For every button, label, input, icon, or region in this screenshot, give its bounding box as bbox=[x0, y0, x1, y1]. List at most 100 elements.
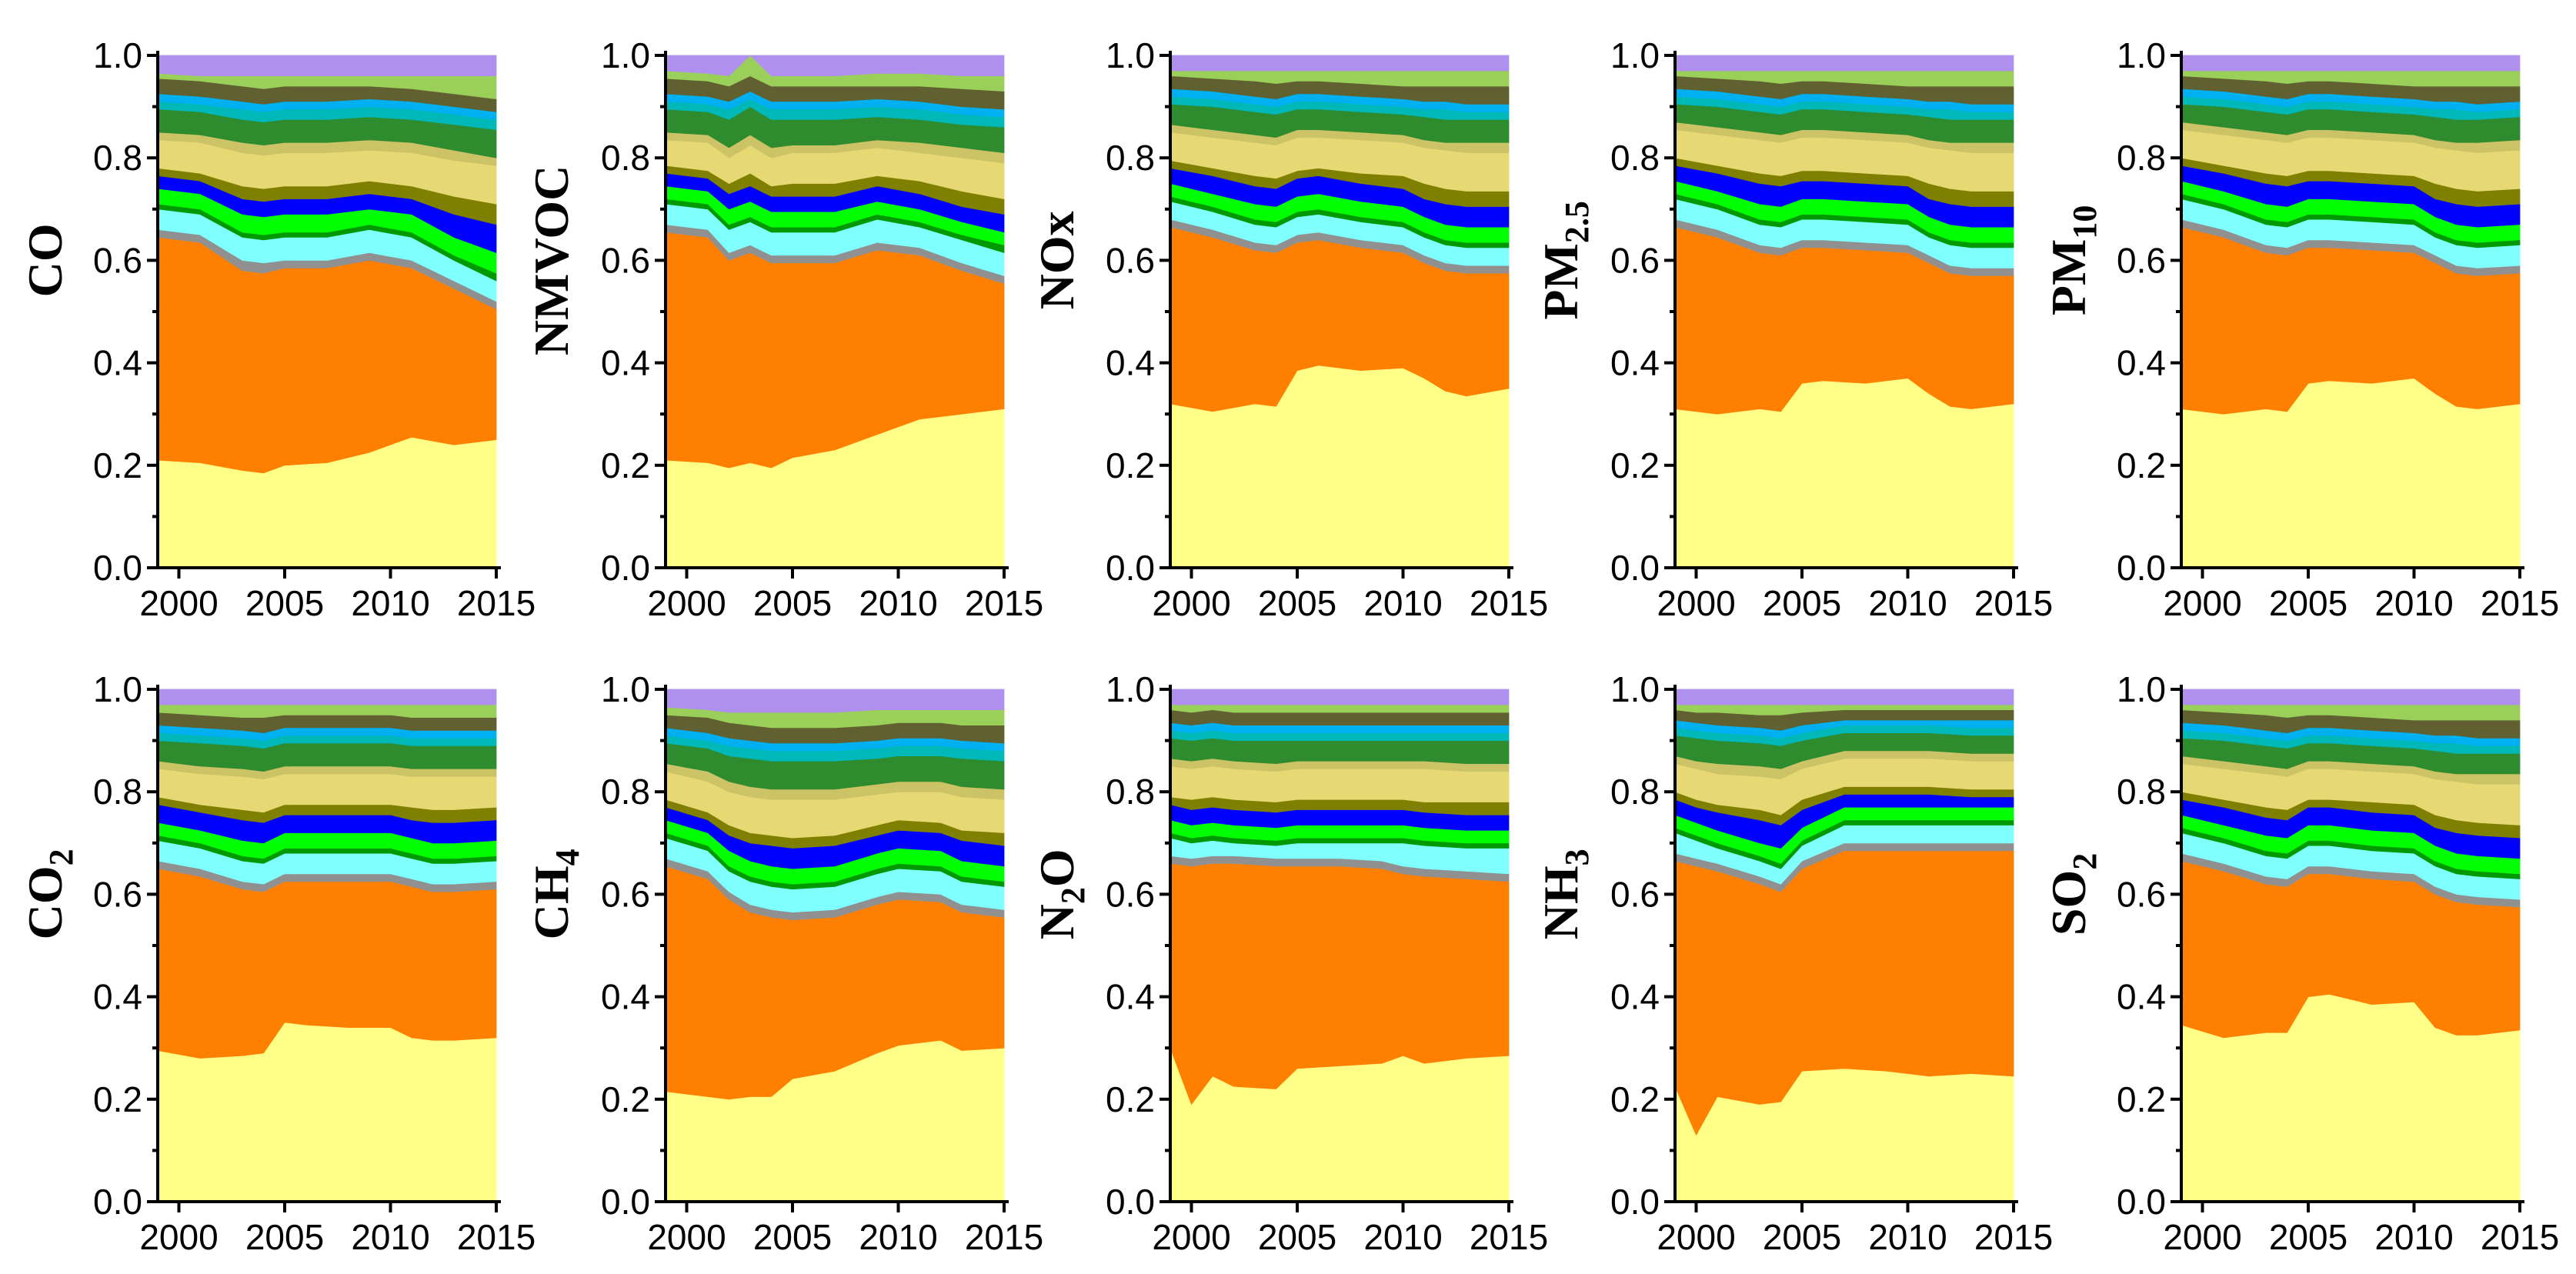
x-tick-label: 2010 bbox=[859, 583, 937, 623]
x-tick-label: 2000 bbox=[1657, 1217, 1735, 1257]
y-tick-label: 1.0 bbox=[93, 669, 142, 709]
y-tick-label: 1.0 bbox=[1610, 35, 1660, 75]
y-tick-label: 0.2 bbox=[1610, 1079, 1660, 1119]
y-tick-label: 0.8 bbox=[1610, 772, 1660, 812]
y-tick-label: 0.8 bbox=[1610, 138, 1660, 178]
area-band-16 bbox=[1170, 689, 1510, 705]
y-tick-label: 0.0 bbox=[1610, 548, 1660, 588]
y-axis-label: PM10 bbox=[2041, 205, 2104, 316]
x-tick-label: 2005 bbox=[2269, 583, 2347, 623]
y-tick-label: 1.0 bbox=[601, 669, 650, 709]
y-tick-label: 0.0 bbox=[1106, 1182, 1155, 1222]
x-tick-label: 2000 bbox=[1657, 583, 1735, 623]
chart-panel-ch4: 0.0 0.2 0.4 0.6 0.8 1.0 2000 2005 2010 2015 CH4 bbox=[524, 669, 1043, 1257]
y-axis-label: CO2 bbox=[18, 849, 80, 939]
x-tick-label: 2015 bbox=[965, 1217, 1043, 1257]
y-tick-label: 0.2 bbox=[1106, 445, 1155, 485]
y-tick-label: 0.2 bbox=[1106, 1079, 1155, 1119]
y-tick-label: 0.0 bbox=[93, 548, 142, 588]
x-tick-label: 2000 bbox=[2163, 583, 2241, 623]
area-band-16 bbox=[157, 55, 497, 76]
y-tick-label: 0.8 bbox=[1106, 138, 1155, 178]
y-tick-label: 0.2 bbox=[601, 1079, 650, 1119]
y-axis-label: NOx bbox=[1029, 211, 1084, 309]
chart-panel-pm10: 0.0 0.2 0.4 0.6 0.8 1.0 2000 2005 2010 2015 PM10 bbox=[2041, 35, 2559, 623]
x-tick-label: 2000 bbox=[1152, 583, 1230, 623]
y-tick-label: 0.2 bbox=[2117, 445, 2166, 485]
x-tick-label: 2010 bbox=[1868, 1217, 1947, 1257]
area-band-11 bbox=[1170, 737, 1510, 765]
x-tick-label: 2015 bbox=[457, 1217, 536, 1257]
x-tick-label: 2000 bbox=[1152, 1217, 1230, 1257]
y-tick-label: 0.8 bbox=[601, 138, 650, 178]
y-tick-label: 0.4 bbox=[93, 977, 142, 1017]
x-tick-label: 2015 bbox=[2481, 1217, 2559, 1257]
x-tick-label: 2005 bbox=[1763, 583, 1841, 623]
x-tick-label: 2005 bbox=[2269, 1217, 2347, 1257]
y-tick-label: 0.4 bbox=[1610, 343, 1660, 383]
area-band-16 bbox=[1674, 55, 2014, 72]
y-tick-label: 0.6 bbox=[2117, 240, 2166, 280]
y-tick-label: 1.0 bbox=[1106, 669, 1155, 709]
y-axis-label: N2O bbox=[1029, 849, 1092, 939]
chart-panel-pm25: 0.0 0.2 0.4 0.6 0.8 1.0 2000 2005 2010 2015 PM2.5 bbox=[1533, 35, 2053, 623]
y-tick-label: 0.0 bbox=[1106, 548, 1155, 588]
y-tick-label: 0.0 bbox=[601, 1182, 650, 1222]
chart-panel-co: 0.0 0.2 0.4 0.6 0.8 1.0 2000 2005 2010 2015 CO bbox=[18, 35, 536, 623]
y-tick-label: 0.6 bbox=[2117, 874, 2166, 914]
y-tick-label: 0.0 bbox=[2117, 548, 2166, 588]
area-band-9 bbox=[1170, 765, 1510, 802]
x-tick-label: 2000 bbox=[2163, 1217, 2241, 1257]
x-tick-label: 2005 bbox=[753, 1217, 832, 1257]
y-tick-label: 0.4 bbox=[1106, 343, 1155, 383]
x-tick-label: 2010 bbox=[1868, 583, 1947, 623]
y-tick-label: 0.2 bbox=[93, 445, 142, 485]
y-tick-label: 0.6 bbox=[601, 874, 650, 914]
x-tick-label: 2005 bbox=[245, 1217, 324, 1257]
chart-panel-co2: 0.0 0.2 0.4 0.6 0.8 1.0 2000 2005 2010 2015 CO2 bbox=[18, 669, 536, 1257]
x-tick-label: 2005 bbox=[1763, 1217, 1841, 1257]
y-tick-label: 0.6 bbox=[1610, 240, 1660, 280]
y-tick-label: 0.2 bbox=[601, 445, 650, 485]
y-tick-label: 0.4 bbox=[2117, 977, 2166, 1017]
x-tick-label: 2010 bbox=[2374, 1217, 2453, 1257]
y-tick-label: 0.0 bbox=[93, 1182, 142, 1222]
y-tick-label: 0.0 bbox=[2117, 1182, 2166, 1222]
y-axis-label: CH4 bbox=[524, 849, 586, 939]
y-tick-label: 0.4 bbox=[601, 977, 650, 1017]
y-axis-label: PM2.5 bbox=[1533, 201, 1596, 320]
y-tick-label: 0.8 bbox=[93, 772, 142, 812]
y-tick-label: 0.8 bbox=[1106, 772, 1155, 812]
x-tick-label: 2015 bbox=[1470, 583, 1548, 623]
y-tick-label: 0.6 bbox=[1610, 874, 1660, 914]
y-tick-label: 0.4 bbox=[2117, 343, 2166, 383]
area-band-16 bbox=[2181, 55, 2521, 72]
y-tick-label: 0.4 bbox=[601, 343, 650, 383]
area-band-16 bbox=[665, 689, 1005, 713]
x-tick-label: 2015 bbox=[1974, 1217, 2053, 1257]
x-tick-label: 2010 bbox=[351, 1217, 429, 1257]
y-tick-label: 0.8 bbox=[2117, 772, 2166, 812]
x-tick-label: 2015 bbox=[1974, 583, 2053, 623]
x-tick-label: 2010 bbox=[1363, 583, 1442, 623]
y-tick-label: 0.6 bbox=[1106, 240, 1155, 280]
y-axis-label: NH3 bbox=[1533, 849, 1596, 939]
x-tick-label: 2015 bbox=[2481, 583, 2559, 623]
area-band-16 bbox=[1674, 689, 2014, 705]
y-tick-label: 1.0 bbox=[1106, 35, 1155, 75]
y-tick-label: 0.8 bbox=[2117, 138, 2166, 178]
x-tick-label: 2000 bbox=[139, 583, 218, 623]
y-tick-label: 0.2 bbox=[93, 1079, 142, 1119]
y-tick-label: 0.6 bbox=[93, 240, 142, 280]
area-band-16 bbox=[665, 55, 1005, 77]
x-tick-label: 2010 bbox=[2374, 583, 2453, 623]
area-band-16 bbox=[2181, 689, 2521, 705]
x-tick-label: 2005 bbox=[1258, 583, 1336, 623]
y-tick-label: 0.6 bbox=[93, 874, 142, 914]
chart-panel-nh3: 0.0 0.2 0.4 0.6 0.8 1.0 2000 2005 2010 2015 NH3 bbox=[1533, 669, 2053, 1257]
y-tick-label: 0.6 bbox=[1106, 874, 1155, 914]
y-tick-label: 0.8 bbox=[601, 772, 650, 812]
chart-panel-so2: 0.0 0.2 0.4 0.6 0.8 1.0 2000 2005 2010 2015 SO2 bbox=[2041, 669, 2559, 1257]
x-tick-label: 2010 bbox=[859, 1217, 937, 1257]
